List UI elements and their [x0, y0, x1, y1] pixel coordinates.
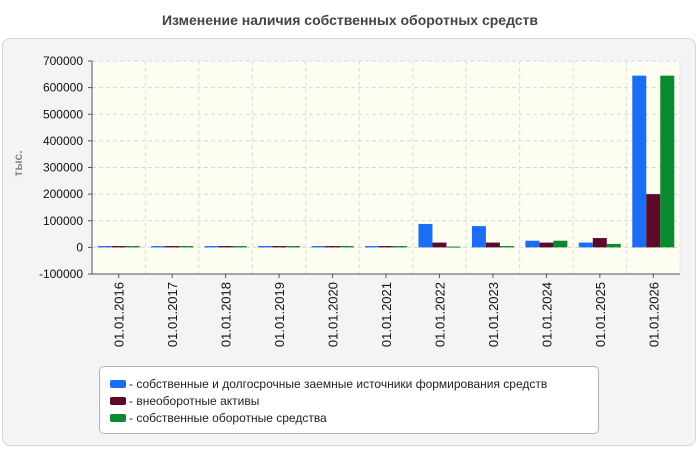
bar-series-2-0 [125, 246, 140, 248]
x-tick-label: 01.01.2025 [593, 282, 608, 347]
x-tick-label: 01.01.2016 [112, 282, 127, 347]
bar-series-2-8 [553, 240, 568, 248]
legend-item-sources: - собственные и долгосрочные заемные ист… [110, 375, 598, 392]
bar-series-2-4 [339, 246, 354, 248]
bar-series-2-2 [232, 246, 247, 248]
bar-series-0-6 [418, 223, 433, 248]
bar-series-1-9 [592, 238, 607, 248]
bar-series-1-6 [432, 242, 447, 248]
x-tick-label: 01.01.2024 [539, 282, 554, 347]
chart-legend: - собственные и долгосрочные заемные ист… [99, 366, 599, 434]
legend-label-sources: - собственные и долгосрочные заемные ист… [129, 376, 548, 391]
y-tick-label: 0 [76, 240, 83, 254]
bar-series-0-2 [204, 246, 219, 248]
bar-series-0-3 [258, 246, 273, 248]
bar-series-0-0 [97, 246, 112, 248]
y-axis-label: тыс. [11, 150, 25, 176]
y-tick-label: 400000 [43, 134, 83, 148]
y-tick-label: 500000 [43, 107, 83, 121]
bar-series-0-1 [151, 246, 166, 248]
bar-series-0-4 [311, 246, 326, 248]
bar-series-0-5 [365, 246, 379, 248]
y-tick-label: 600000 [43, 81, 83, 95]
bar-series-2-9 [606, 243, 621, 248]
x-tick-label: 01.01.2023 [486, 282, 501, 347]
bar-series-0-8 [525, 240, 540, 248]
bar-series-1-2 [218, 246, 233, 248]
bar-series-2-10 [660, 75, 675, 248]
legend-item-working-capital: - собственные оборотные средства [110, 409, 598, 426]
bar-series-2-7 [499, 246, 514, 248]
legend-swatch-noncurrent-assets [110, 396, 126, 405]
y-tick-label: 200000 [43, 187, 83, 201]
bar-series-0-10 [632, 75, 647, 248]
x-tick-label: 01.01.2022 [432, 282, 447, 347]
legend-swatch-sources [110, 379, 126, 388]
x-tick-label: 01.01.2017 [165, 282, 180, 347]
bar-series-0-7 [471, 226, 486, 248]
bar-series-0-9 [578, 242, 593, 248]
bar-series-1-10 [646, 194, 661, 248]
bar-series-2-3 [286, 246, 301, 248]
legend-swatch-working-capital [110, 413, 126, 422]
x-tick-label: 01.01.2026 [646, 282, 661, 347]
legend-label-noncurrent-assets: - внеоборотные активы [129, 393, 260, 408]
y-tick-label: 700000 [43, 54, 83, 68]
bar-series-2-1 [179, 246, 194, 248]
bar-series-1-7 [485, 242, 500, 248]
y-tick-label: -100000 [39, 267, 83, 281]
bar-series-1-1 [165, 246, 180, 248]
bar-series-1-5 [379, 246, 393, 248]
bar-series-1-0 [111, 246, 126, 248]
y-tick-label: 300000 [43, 161, 83, 175]
bar-series-2-6 [446, 246, 461, 248]
x-tick-label: 01.01.2019 [272, 282, 287, 347]
x-tick-label: 01.01.2021 [379, 282, 394, 347]
legend-item-noncurrent-assets: - внеоборотные активы [110, 392, 598, 409]
x-tick-label: 01.01.2018 [219, 282, 234, 347]
bar-series-1-4 [325, 246, 340, 248]
y-tick-label: 100000 [43, 214, 83, 228]
chart-title: Изменение наличия собственных оборотных … [161, 12, 539, 28]
bar-series-2-5 [393, 246, 407, 248]
bar-series-1-3 [272, 246, 287, 248]
legend-label-working-capital: - собственные оборотные средства [129, 410, 327, 425]
x-tick-label: 01.01.2020 [326, 282, 341, 347]
bar-series-1-8 [539, 242, 554, 248]
